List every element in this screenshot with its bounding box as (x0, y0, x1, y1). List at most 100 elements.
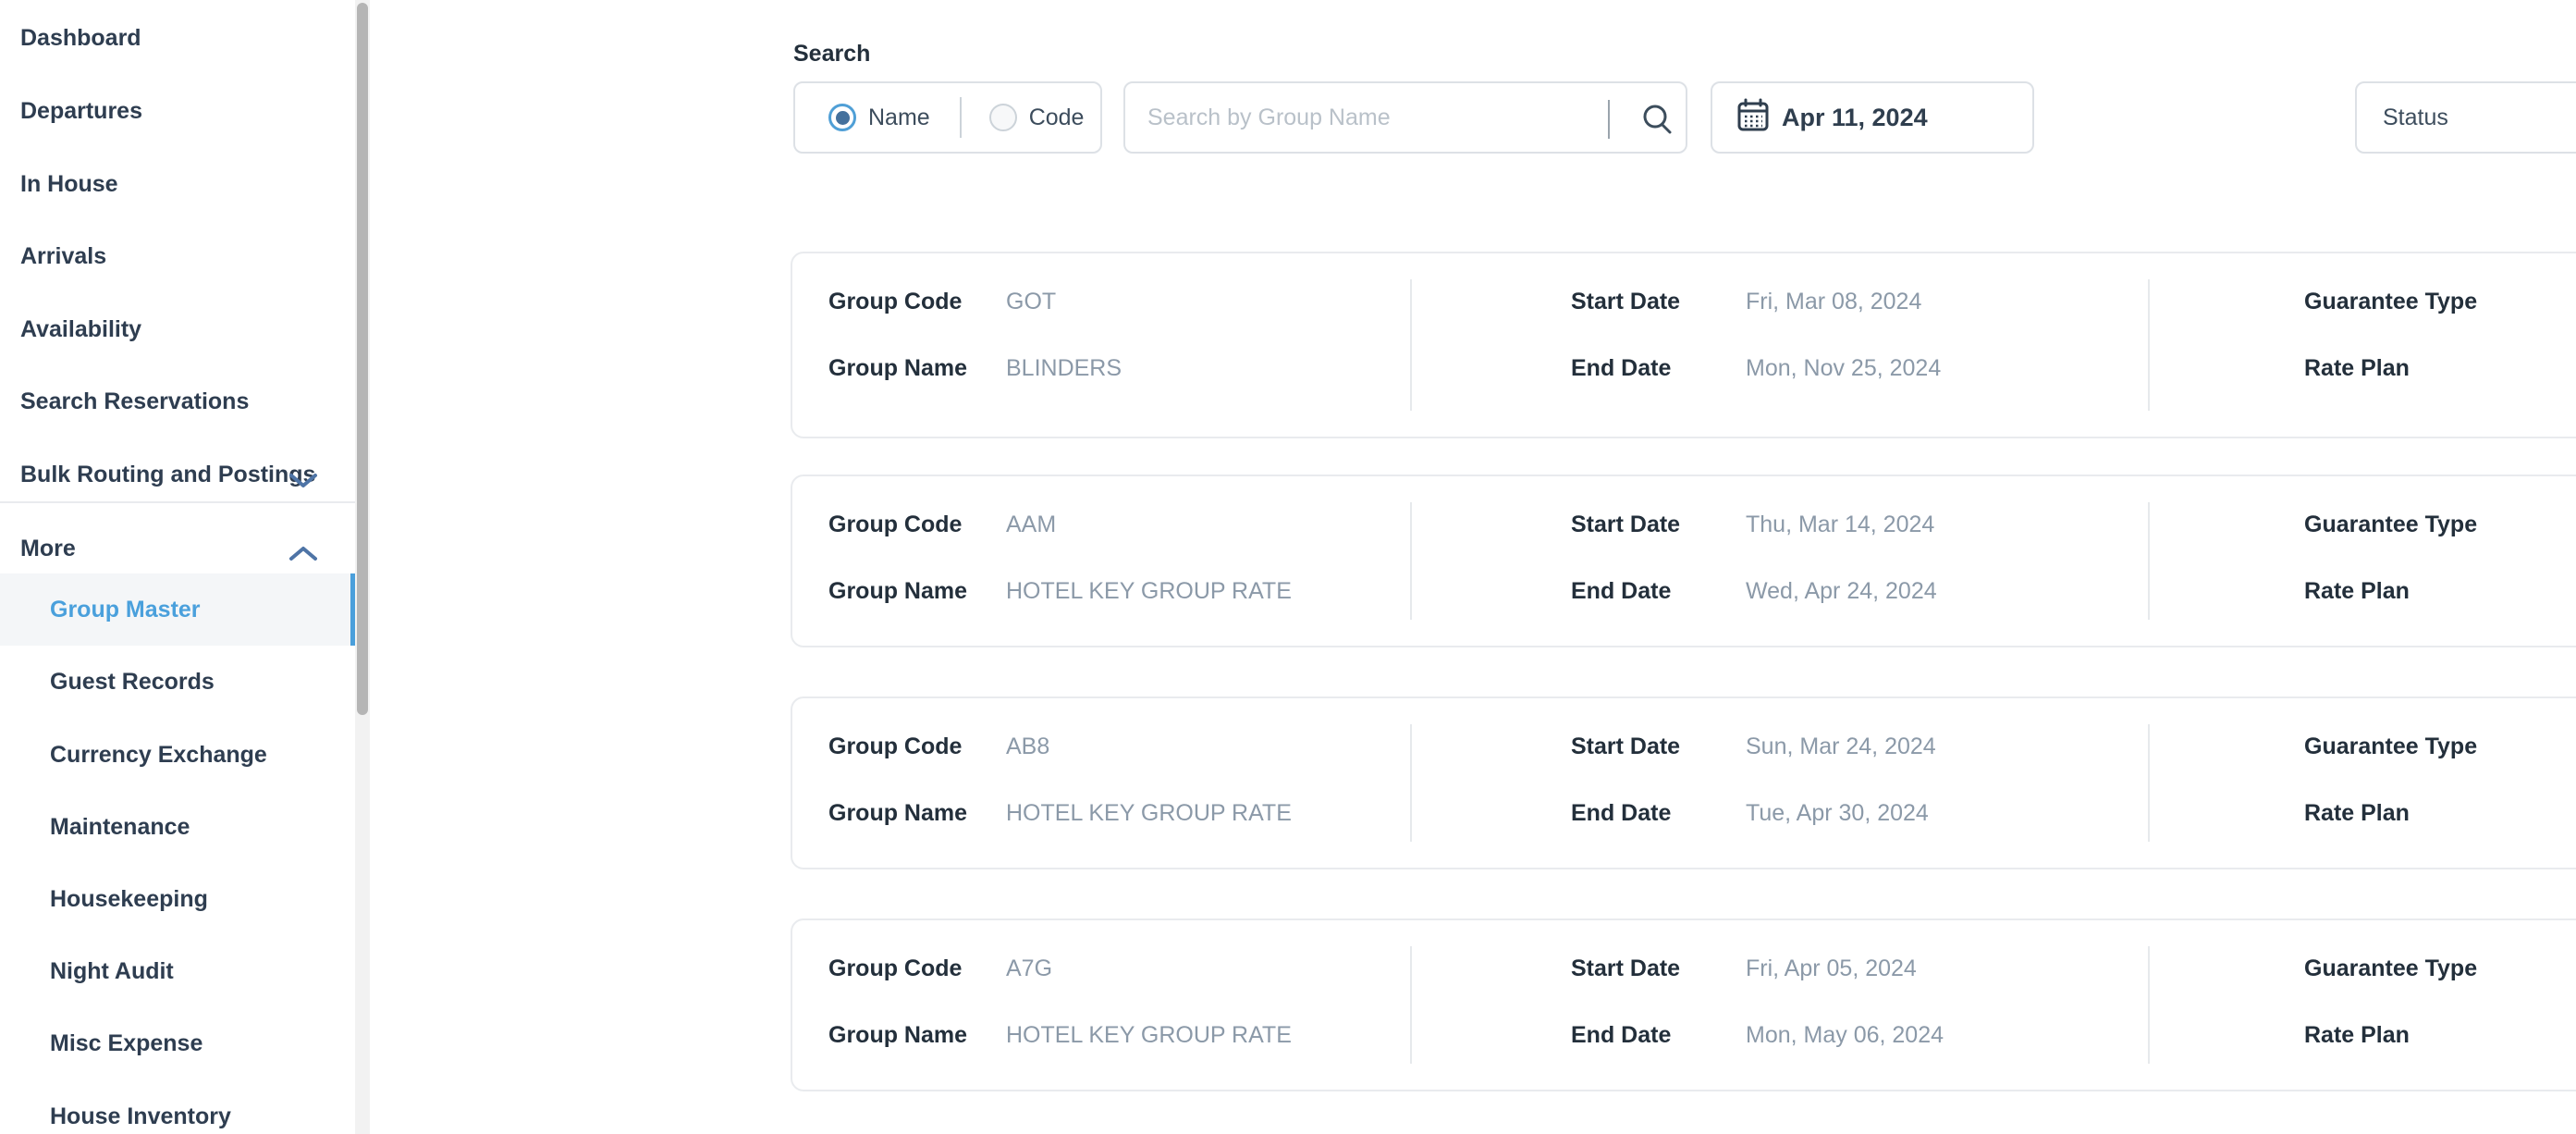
sidebar-scrollbar-thumb[interactable] (357, 3, 368, 715)
group-card[interactable]: Group Code GOT Group Name BLINDERS Start… (791, 252, 2576, 438)
sidebar-item-label: Maintenance (50, 814, 190, 840)
sidebar-item-label: Group Master (50, 596, 201, 622)
sidebar-item-label: In House (20, 171, 118, 197)
field-label-rate-plan: Rate Plan (2304, 578, 2410, 604)
sidebar-item-housekeeping[interactable]: Housekeeping (0, 885, 357, 913)
search-input[interactable] (1147, 104, 1582, 131)
group-name-value: BLINDERS (1006, 355, 1122, 381)
sidebar-item-maintenance[interactable]: Maintenance (0, 813, 357, 841)
group-search-field (1123, 81, 1687, 154)
chevron-up-icon (288, 541, 318, 569)
card-divider (1410, 724, 1412, 842)
start-date-value: Sun, Mar 24, 2024 (1746, 733, 1936, 759)
search-section-title: Search (793, 41, 871, 67)
chevron-down-icon (288, 467, 318, 495)
field-label-guarantee-type: Guarantee Type (2304, 955, 2478, 981)
radio-group-divider (959, 97, 962, 138)
sidebar-item-departures[interactable]: Departures (0, 97, 357, 125)
field-label-start-date: Start Date (1571, 955, 1681, 981)
card-divider (2148, 724, 2150, 842)
start-date-value: Fri, Apr 05, 2024 (1746, 955, 1917, 981)
sidebar-item-guest-records[interactable]: Guest Records (0, 668, 357, 696)
search-by-radio-group: Name Code (793, 81, 1102, 154)
search-field-divider (1608, 100, 1610, 139)
radio-unselected-icon (988, 104, 1017, 131)
field-label-group-name: Group Name (828, 578, 968, 604)
group-card[interactable]: Group Code A7G Group Name HOTEL KEY GROU… (791, 918, 2576, 1091)
sidebar-item-label: Bulk Routing and Postings (20, 462, 316, 487)
radio-name[interactable]: Name (828, 104, 930, 131)
sidebar-item-bulk-routing-and-postings[interactable]: Bulk Routing and Postings (0, 461, 357, 488)
field-label-group-name: Group Name (828, 355, 968, 381)
field-label-end-date: End Date (1571, 578, 1672, 604)
sidebar-item-label: Availability (20, 316, 142, 342)
field-label-guarantee-type: Guarantee Type (2304, 512, 2478, 537)
field-label-group-code: Group Code (828, 955, 963, 981)
sidebar-item-label: House Inventory (50, 1103, 231, 1129)
sidebar-item-label: Search Reservations (20, 388, 250, 414)
field-label-rate-plan: Rate Plan (2304, 1022, 2410, 1048)
field-label-start-date: Start Date (1571, 512, 1681, 537)
group-card[interactable]: Group Code AAM Group Name HOTEL KEY GROU… (791, 475, 2576, 647)
sidebar-item-availability[interactable]: Availability (0, 315, 357, 343)
status-dropdown-value: Status (2383, 104, 2448, 130)
field-label-group-code: Group Code (828, 733, 963, 759)
sidebar-item-label: More (20, 536, 76, 561)
card-divider (2148, 946, 2150, 1064)
card-divider (1410, 946, 1412, 1064)
group-master-page: Search Name Code (370, 0, 2576, 1134)
sidebar-item-misc-expense[interactable]: Misc Expense (0, 1029, 357, 1057)
sidebar-item-label: Dashboard (20, 25, 141, 51)
card-divider (2148, 502, 2150, 620)
sidebar-item-label: Guest Records (50, 669, 215, 695)
group-code-value: A7G (1006, 955, 1053, 981)
radio-selected-icon (828, 104, 856, 131)
sidebar-item-group-master[interactable]: Group Master (0, 573, 357, 646)
card-divider (1410, 279, 1412, 411)
field-label-rate-plan: Rate Plan (2304, 355, 2410, 381)
sidebar-nav: Dashboard Departures In House Arrivals A… (0, 0, 357, 1134)
sidebar-item-arrivals[interactable]: Arrivals (0, 242, 357, 270)
field-label-group-code: Group Code (828, 512, 963, 537)
sidebar-item-currency-exchange[interactable]: Currency Exchange (0, 741, 357, 769)
calendar-icon (1736, 98, 1770, 138)
radio-name-label: Name (868, 104, 930, 130)
end-date-value: Mon, May 06, 2024 (1746, 1022, 1944, 1048)
group-code-value: AAM (1006, 512, 1057, 537)
end-date-value: Wed, Apr 24, 2024 (1746, 578, 1937, 604)
status-dropdown[interactable]: Status (2355, 81, 2576, 154)
group-code-value: GOT (1006, 289, 1057, 314)
sidebar-item-house-inventory[interactable]: House Inventory (0, 1103, 357, 1130)
field-label-guarantee-type: Guarantee Type (2304, 289, 2478, 314)
group-card[interactable]: Group Code AB8 Group Name HOTEL KEY GROU… (791, 696, 2576, 869)
field-label-start-date: Start Date (1571, 289, 1681, 314)
sidebar-divider (0, 501, 357, 503)
group-name-value: HOTEL KEY GROUP RATE (1006, 578, 1292, 604)
group-name-value: HOTEL KEY GROUP RATE (1006, 1022, 1292, 1048)
sidebar-item-label: Currency Exchange (50, 742, 267, 768)
date-picker[interactable]: Apr 11, 2024 (1711, 81, 2034, 154)
sidebar-item-label: Housekeeping (50, 886, 208, 912)
field-label-group-code: Group Code (828, 289, 963, 314)
card-divider (1410, 502, 1412, 620)
sidebar-item-search-reservations[interactable]: Search Reservations (0, 388, 357, 415)
date-value: Apr 11, 2024 (1782, 103, 1928, 131)
group-name-value: HOTEL KEY GROUP RATE (1006, 800, 1292, 826)
sidebar-item-night-audit[interactable]: Night Audit (0, 957, 357, 985)
field-label-end-date: End Date (1571, 800, 1672, 826)
end-date-value: Mon, Nov 25, 2024 (1746, 355, 1942, 381)
sidebar-item-label: Arrivals (20, 243, 107, 269)
sidebar-item-dashboard[interactable]: Dashboard (0, 24, 357, 52)
start-date-value: Fri, Mar 08, 2024 (1746, 289, 1922, 314)
sidebar-item-more[interactable]: More (0, 535, 357, 562)
radio-code[interactable]: Code (988, 104, 1084, 131)
card-divider (2148, 279, 2150, 411)
group-code-value: AB8 (1006, 733, 1050, 759)
sidebar-item-in-house[interactable]: In House (0, 170, 357, 198)
field-label-group-name: Group Name (828, 800, 968, 826)
sidebar-item-label: Misc Expense (50, 1030, 203, 1056)
field-label-end-date: End Date (1571, 1022, 1672, 1048)
start-date-value: Thu, Mar 14, 2024 (1746, 512, 1935, 537)
field-label-group-name: Group Name (828, 1022, 968, 1048)
search-icon[interactable] (1641, 104, 1674, 137)
